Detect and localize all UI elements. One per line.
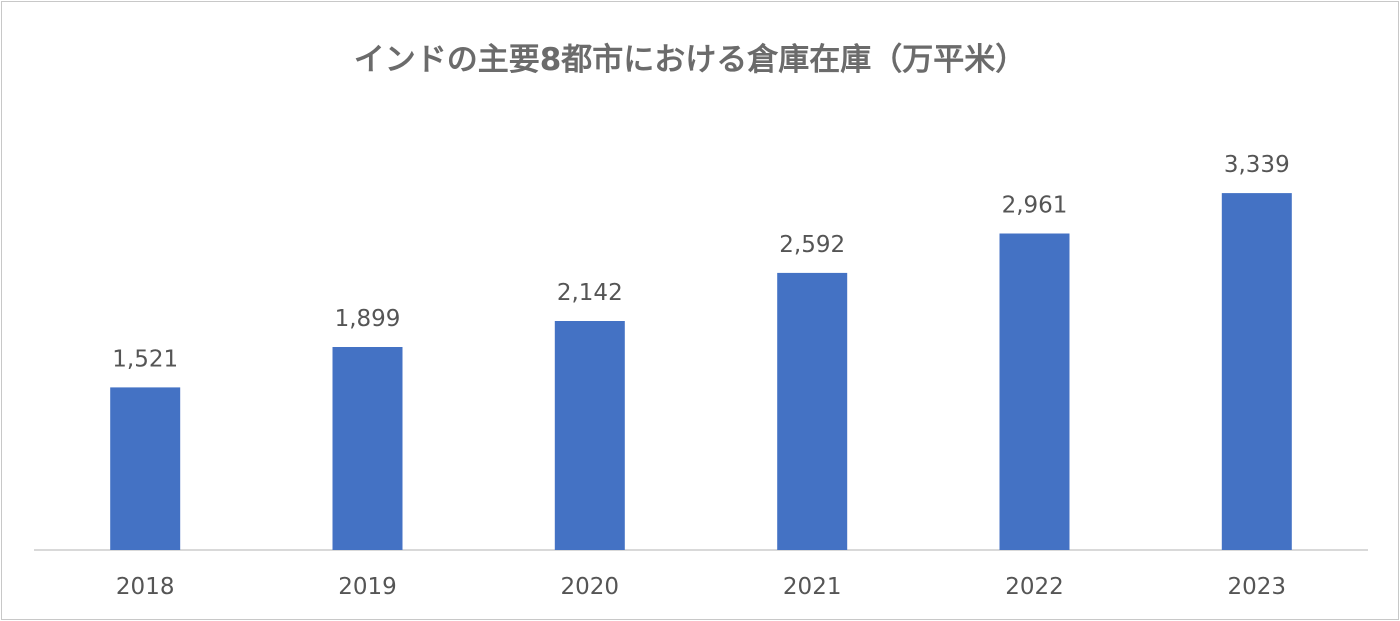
data-labels-group: 1,521 1,899 2,142 2,592 2,961 3,339 — [112, 152, 1289, 372]
x-tick-label-2021: 2021 — [783, 574, 842, 600]
x-tick-label-2019: 2019 — [338, 574, 397, 600]
bar-2019 — [332, 347, 403, 550]
bar-2022 — [999, 233, 1070, 550]
data-label-2020: 2,142 — [557, 280, 623, 306]
x-tick-label-2020: 2020 — [561, 574, 620, 600]
data-label-2018: 1,521 — [112, 346, 178, 372]
data-label-2021: 2,592 — [779, 232, 845, 258]
data-label-2023: 3,339 — [1224, 152, 1290, 178]
data-label-2019: 1,899 — [335, 306, 401, 332]
x-tick-label-2022: 2022 — [1005, 574, 1064, 600]
chart-title: インドの主要8都市における倉庫在庫（万平米） — [354, 42, 1027, 78]
x-tick-label-2018: 2018 — [116, 574, 175, 600]
data-label-2022: 2,961 — [1002, 193, 1068, 219]
x-tick-labels-group: 2018 2019 2020 2021 2022 2023 — [116, 574, 1286, 600]
bars-group — [110, 193, 1292, 550]
bar-2018 — [110, 387, 181, 550]
bar-2023 — [1221, 193, 1292, 550]
bar-2021 — [777, 272, 848, 550]
bar-2020 — [554, 321, 625, 550]
x-tick-label-2023: 2023 — [1228, 574, 1287, 600]
